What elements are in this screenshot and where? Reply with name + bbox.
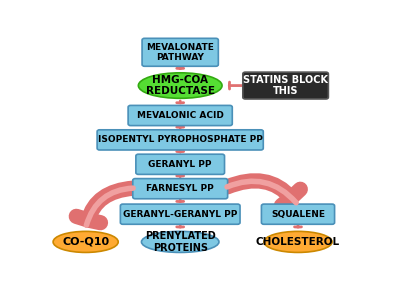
Text: MEVALONATE
PATHWAY: MEVALONATE PATHWAY [146,43,214,62]
Text: STATINS BLOCK
THIS: STATINS BLOCK THIS [243,75,328,96]
Text: FARNESYL PP: FARNESYL PP [146,184,214,193]
FancyBboxPatch shape [243,72,328,99]
Ellipse shape [53,231,118,253]
Text: CO-Q10: CO-Q10 [62,237,109,247]
FancyBboxPatch shape [136,154,224,174]
Ellipse shape [264,231,332,253]
Text: PRENYLATED
PROTEINS: PRENYLATED PROTEINS [145,231,216,253]
Text: SQUALENE: SQUALENE [271,210,325,219]
Text: HMG-COA
REDUCTASE: HMG-COA REDUCTASE [146,75,215,96]
FancyBboxPatch shape [133,179,228,199]
FancyBboxPatch shape [120,204,240,224]
Ellipse shape [142,231,219,253]
Ellipse shape [138,73,222,98]
FancyBboxPatch shape [128,105,232,126]
Text: GERANYL PP: GERANYL PP [148,160,212,169]
FancyBboxPatch shape [142,38,218,66]
Text: CHOLESTEROL: CHOLESTEROL [256,237,340,247]
FancyBboxPatch shape [97,130,263,150]
FancyBboxPatch shape [262,204,334,224]
Text: ISOPENTYL PYROPHOSPHATE PP: ISOPENTYL PYROPHOSPHATE PP [98,135,263,144]
Text: MEVALONIC ACID: MEVALONIC ACID [137,111,224,120]
Text: GERANYL-GERANYL PP: GERANYL-GERANYL PP [123,210,237,219]
